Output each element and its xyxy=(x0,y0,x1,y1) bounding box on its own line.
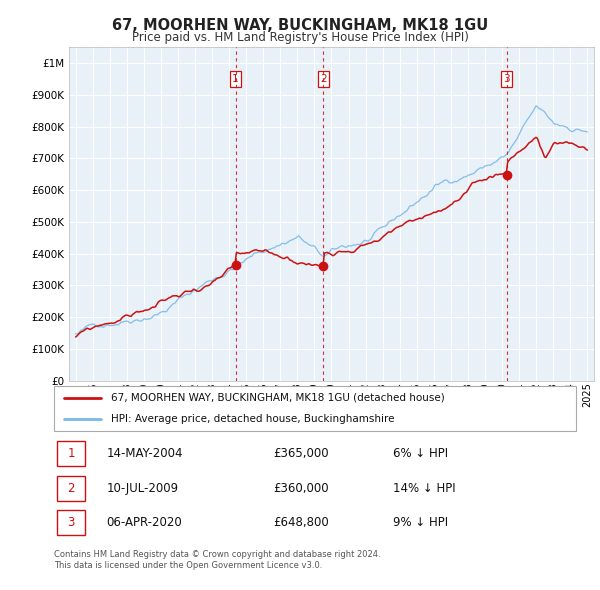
FancyBboxPatch shape xyxy=(56,510,85,535)
Text: 2: 2 xyxy=(320,74,327,84)
Text: 9% ↓ HPI: 9% ↓ HPI xyxy=(394,516,448,529)
FancyBboxPatch shape xyxy=(54,386,576,431)
Text: 6% ↓ HPI: 6% ↓ HPI xyxy=(394,447,448,460)
Text: 67, MOORHEN WAY, BUCKINGHAM, MK18 1GU (detached house): 67, MOORHEN WAY, BUCKINGHAM, MK18 1GU (d… xyxy=(112,393,445,403)
Text: 06-APR-2020: 06-APR-2020 xyxy=(106,516,182,529)
Text: 3: 3 xyxy=(67,516,74,529)
Text: 67, MOORHEN WAY, BUCKINGHAM, MK18 1GU: 67, MOORHEN WAY, BUCKINGHAM, MK18 1GU xyxy=(112,18,488,32)
Text: £648,800: £648,800 xyxy=(273,516,329,529)
FancyBboxPatch shape xyxy=(56,441,85,466)
Text: 1: 1 xyxy=(232,74,239,84)
Text: 2: 2 xyxy=(67,481,75,495)
Text: 1: 1 xyxy=(67,447,75,460)
Text: 14-MAY-2004: 14-MAY-2004 xyxy=(106,447,182,460)
Text: £365,000: £365,000 xyxy=(273,447,329,460)
Text: 14% ↓ HPI: 14% ↓ HPI xyxy=(394,481,456,495)
Text: This data is licensed under the Open Government Licence v3.0.: This data is licensed under the Open Gov… xyxy=(54,560,322,569)
Text: HPI: Average price, detached house, Buckinghamshire: HPI: Average price, detached house, Buck… xyxy=(112,414,395,424)
FancyBboxPatch shape xyxy=(56,476,85,500)
Text: 10-JUL-2009: 10-JUL-2009 xyxy=(106,481,178,495)
Text: 3: 3 xyxy=(503,74,510,84)
Text: Contains HM Land Registry data © Crown copyright and database right 2024.: Contains HM Land Registry data © Crown c… xyxy=(54,550,380,559)
Text: £360,000: £360,000 xyxy=(273,481,329,495)
Text: Price paid vs. HM Land Registry's House Price Index (HPI): Price paid vs. HM Land Registry's House … xyxy=(131,31,469,44)
